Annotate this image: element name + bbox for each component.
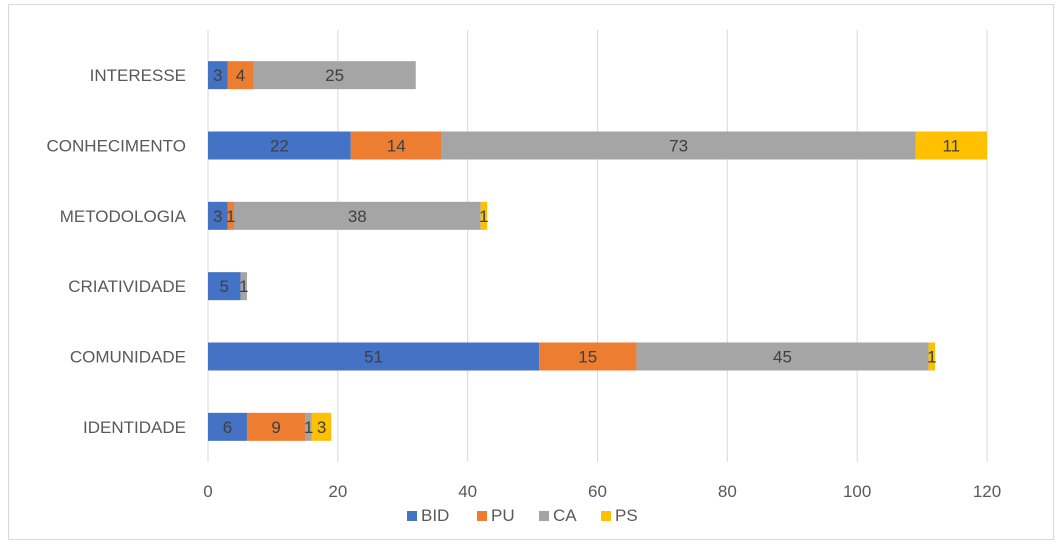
bar-pu-interesse	[227, 61, 254, 90]
bar-pu-comunidade	[539, 342, 637, 371]
legend-label-ca: CA	[553, 506, 577, 525]
legend-label-pu: PU	[491, 506, 515, 525]
data-label-ca-criatividade: 1	[239, 277, 248, 296]
x-tick-label-80: 80	[718, 482, 737, 501]
bar-bid-identidade	[208, 412, 247, 441]
data-label-ca-metodologia: 38	[348, 207, 367, 226]
bar-pu-conhecimento	[350, 131, 442, 160]
bar-ps-metodologia	[480, 201, 488, 230]
category-label-comunidade: COMUNIDADE	[70, 348, 186, 367]
x-tick-label-0: 0	[203, 482, 212, 501]
data-label-bid-conhecimento: 22	[270, 137, 289, 156]
data-label-ps-identidade: 3	[317, 418, 326, 437]
chart-frame	[8, 4, 1054, 540]
data-label-ca-interesse: 25	[325, 66, 344, 85]
bar-bid-criatividade	[208, 272, 241, 301]
bar-bid-metodologia	[208, 201, 228, 230]
bar-bid-conhecimento	[208, 131, 351, 160]
data-label-ps-comunidade: 1	[927, 348, 936, 367]
data-label-ca-conhecimento: 73	[669, 137, 688, 156]
bar-ca-comunidade	[636, 342, 929, 371]
bar-ca-conhecimento	[441, 131, 916, 160]
x-tick-label-60: 60	[588, 482, 607, 501]
bar-ca-metodologia	[233, 201, 481, 230]
bar-bid-interesse	[208, 61, 228, 90]
x-tick-label-40: 40	[458, 482, 477, 501]
data-label-bid-comunidade: 51	[364, 348, 383, 367]
data-label-pu-conhecimento: 14	[387, 137, 406, 156]
bar-ca-identidade	[305, 412, 312, 441]
data-label-pu-identidade: 9	[271, 418, 280, 437]
bar-pu-metodologia	[227, 201, 234, 230]
data-label-ca-identidade: 1	[304, 418, 313, 437]
bar-ca-criatividade	[240, 272, 247, 301]
category-label-identidade: IDENTIDADE	[83, 418, 186, 437]
legend-swatch-bid	[407, 511, 417, 521]
grid-lines	[207, 30, 988, 462]
bar-ca-interesse	[253, 61, 416, 90]
category-label-interesse: INTERESSE	[90, 66, 186, 85]
bar-ps-comunidade	[928, 342, 936, 371]
x-tick-label-20: 20	[328, 482, 347, 501]
data-label-pu-metodologia: 1	[226, 207, 235, 226]
bars	[208, 61, 987, 441]
data-label-ps-conhecimento: 11	[942, 137, 960, 156]
legend-label-bid: BID	[421, 506, 449, 525]
bar-ps-conhecimento	[915, 131, 987, 160]
bar-pu-identidade	[246, 412, 306, 441]
legend-swatch-ps	[601, 511, 611, 521]
legend-swatch-pu	[477, 511, 487, 521]
data-label-ps-metodologia: 1	[479, 207, 488, 226]
category-label-criatividade: CRIATIVIDADE	[68, 277, 186, 296]
data-label-bid-interesse: 3	[213, 66, 222, 85]
category-label-conhecimento: CONHECIMENTO	[47, 137, 186, 156]
category-label-metodologia: METODOLOGIA	[60, 207, 187, 226]
data-label-bid-metodologia: 3	[213, 207, 222, 226]
data-label-pu-interesse: 4	[236, 66, 245, 85]
x-tick-label-120: 120	[973, 482, 1001, 501]
x-tick-label-100: 100	[843, 482, 871, 501]
data-label-pu-comunidade: 15	[578, 348, 597, 367]
data-label-bid-identidade: 6	[223, 418, 232, 437]
legend-label-ps: PS	[615, 506, 638, 525]
legend: BID PU CA PS	[407, 506, 638, 525]
legend-swatch-ca	[539, 511, 549, 521]
data-label-bid-criatividade: 5	[219, 277, 228, 296]
bar-ps-identidade	[311, 412, 332, 441]
bar-bid-comunidade	[208, 342, 540, 371]
data-label-ca-comunidade: 45	[773, 348, 792, 367]
